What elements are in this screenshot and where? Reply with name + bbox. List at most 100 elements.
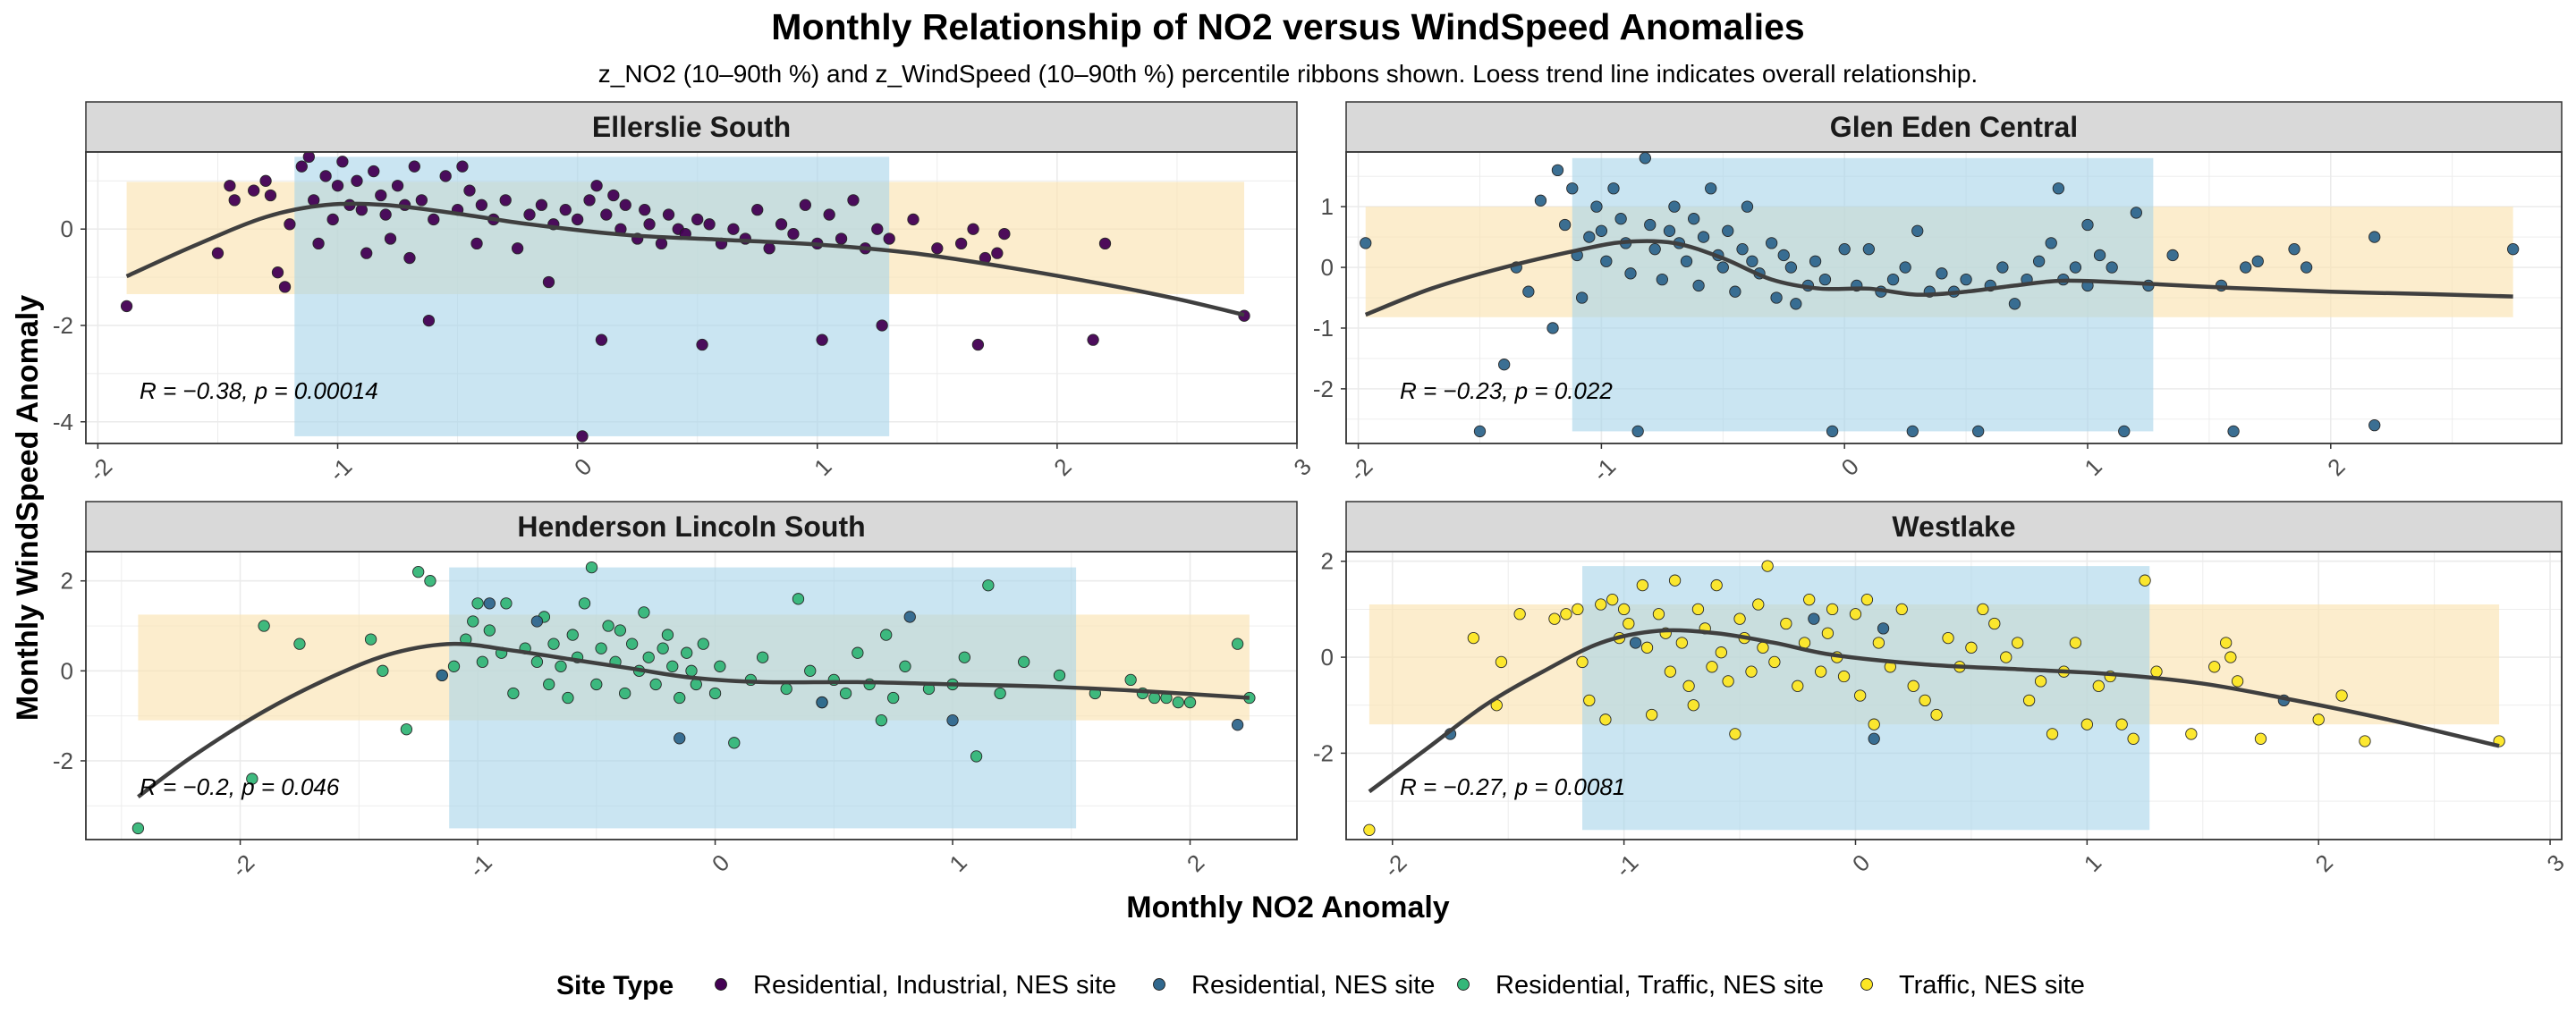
data-point (456, 160, 469, 173)
data-point (2045, 237, 2057, 249)
data-point (1715, 646, 1727, 659)
data-point (1566, 182, 1579, 195)
data-point (903, 611, 916, 623)
data-point (1996, 261, 2009, 274)
loess-trend-line (1368, 628, 2500, 794)
data-point (643, 218, 656, 231)
data-point (412, 565, 425, 578)
x-tick-label: 3 (1288, 453, 1316, 481)
data-point (1124, 673, 1137, 687)
data-point (1522, 285, 1535, 298)
data-point (1548, 612, 1561, 625)
panel-border (1345, 551, 2563, 840)
data-point (1729, 728, 1741, 740)
data-point (1919, 694, 1931, 707)
data-point (2288, 243, 2301, 256)
legend-swatch (1457, 978, 1470, 991)
data-point (1697, 231, 1710, 243)
data-point (1513, 608, 1526, 621)
data-point (2139, 574, 2151, 587)
data-point (2166, 249, 2179, 262)
data-point (2080, 718, 2093, 730)
data-point (625, 637, 639, 650)
correlation-annotation: R = −0.38, p = 0.00014 (140, 377, 378, 404)
data-point (499, 194, 512, 207)
data-point (1663, 224, 1676, 237)
data-point (368, 165, 380, 178)
data-point (259, 174, 272, 187)
data-point (696, 338, 708, 351)
data-point (1746, 255, 1758, 267)
data-point (852, 646, 864, 659)
data-point (1854, 689, 1867, 702)
data-point (971, 338, 985, 351)
no2-ribbon (1582, 566, 2150, 831)
data-point (1018, 655, 1030, 668)
data-point (379, 208, 392, 221)
data-point (1646, 708, 1658, 722)
data-point (2008, 298, 2021, 310)
data-point (1886, 273, 1900, 286)
data-point (1599, 713, 1612, 726)
data-point (542, 275, 555, 289)
data-point (816, 696, 828, 709)
y-tick-label: 0 (1321, 644, 1334, 671)
data-point (360, 247, 373, 259)
data-point (804, 664, 817, 677)
data-point (1809, 255, 1822, 267)
data-point (248, 184, 260, 197)
data-point (899, 660, 911, 672)
data-point (1495, 655, 1508, 669)
y-tick-label: -2 (53, 747, 73, 774)
x-tick-label: -1 (1610, 849, 1644, 883)
data-point (120, 300, 133, 313)
data-point (1790, 298, 1802, 310)
data-point (2220, 637, 2233, 649)
data-point (728, 737, 741, 749)
data-point (674, 691, 686, 705)
data-point (1680, 255, 1693, 267)
data-point (331, 180, 344, 192)
data-point (590, 180, 603, 192)
data-point (1808, 612, 1820, 625)
data-point (578, 597, 591, 610)
data-point (576, 430, 589, 443)
data-point (1784, 261, 1798, 274)
data-point (1614, 213, 1627, 225)
x-tick-label: 0 (707, 849, 734, 877)
data-point (1766, 237, 1778, 249)
data-point (377, 664, 389, 677)
data-point (1172, 696, 1184, 709)
data-point (351, 174, 363, 187)
data-point (1757, 641, 1769, 654)
data-point (302, 152, 315, 164)
data-point (751, 204, 764, 216)
facet-strip (1345, 501, 2563, 553)
data-point (1656, 273, 1668, 286)
data-point (1792, 680, 1804, 692)
data-point (1576, 655, 1589, 669)
data-point (1644, 218, 1657, 232)
legend-label: Traffic, NES site (1899, 971, 2085, 1000)
legend-swatch (1153, 978, 1165, 991)
data-point (1639, 152, 1651, 165)
data-point (1363, 823, 1376, 836)
data-point (1977, 603, 1989, 616)
loess-trend-line (125, 201, 1245, 317)
data-point (697, 637, 709, 650)
data-point (415, 194, 428, 207)
x-tick-label: 0 (569, 453, 597, 481)
data-point (2093, 249, 2106, 262)
data-point (1710, 578, 1723, 592)
data-point (690, 678, 702, 691)
data-point (787, 227, 800, 241)
legend-title: Site Type (556, 971, 674, 1000)
data-point (595, 642, 607, 654)
data-point (1777, 249, 1790, 262)
chart-title: Monthly Relationship of NO2 versus WindS… (771, 6, 1804, 47)
y-tick-label: -1 (1313, 315, 1334, 342)
data-point (970, 750, 983, 763)
legend-label: Residential, Industrial, NES site (753, 971, 1116, 1000)
